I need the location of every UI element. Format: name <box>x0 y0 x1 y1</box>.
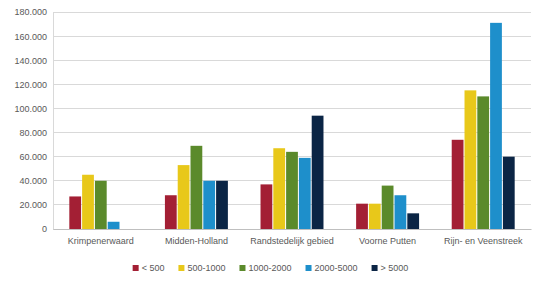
series <box>108 23 502 229</box>
legend-swatch <box>306 265 312 271</box>
legend-item: > 5000 <box>372 263 409 273</box>
grid-line <box>53 84 531 85</box>
legend-item: 500-1000 <box>178 263 225 273</box>
legend-swatch <box>133 265 139 271</box>
y-tick-label: 20.000 <box>19 200 47 210</box>
y-tick: 100.000 <box>14 104 53 114</box>
y-tick-label: 80.000 <box>19 128 47 138</box>
legend-swatch <box>178 265 184 271</box>
bar <box>273 148 285 229</box>
bar <box>121 229 133 230</box>
bar <box>407 213 419 229</box>
bar <box>382 186 394 229</box>
bar <box>395 195 407 229</box>
y-axis-line <box>53 13 54 230</box>
y-tick-label: 100.000 <box>14 104 47 114</box>
y-tick-label: 40.000 <box>19 176 47 186</box>
x-tick: Krimpenerwaard <box>68 229 134 246</box>
bar <box>503 157 515 229</box>
y-axis: 0 20.000 40.000 60.000 80.000 100.000 120.000 1… <box>14 7 53 234</box>
grid-line <box>53 132 531 133</box>
bar <box>216 181 228 229</box>
y-tick: 180.000 <box>14 7 53 17</box>
bar <box>452 140 464 229</box>
bar <box>490 23 502 229</box>
x-tick: Rijn- en Veenstreek <box>444 229 523 246</box>
bars <box>69 23 514 229</box>
bar <box>165 195 177 229</box>
grid-line <box>53 108 531 109</box>
y-tick-label: 0 <box>42 224 47 234</box>
legend-item: 1000-2000 <box>239 263 291 273</box>
series <box>82 90 476 229</box>
bar <box>95 181 107 229</box>
bar <box>108 222 120 229</box>
y-tick: 40.000 <box>19 176 53 186</box>
bar <box>82 175 94 229</box>
bar <box>286 152 298 229</box>
legend-label: 2000-5000 <box>315 263 358 273</box>
x-tick-label: Krimpenerwaard <box>68 236 134 246</box>
y-tick-label: 160.000 <box>14 31 47 41</box>
bar <box>69 196 81 229</box>
chart: 0 20.000 40.000 60.000 80.000 100.000 120.000 1… <box>0 0 541 288</box>
bar <box>178 165 190 229</box>
legend-item: < 500 <box>133 263 165 273</box>
y-tick: 160.000 <box>14 31 53 41</box>
series <box>95 96 489 229</box>
plot: 0 20.000 40.000 60.000 80.000 100.000 120.000 1… <box>14 7 531 246</box>
y-tick: 120.000 <box>14 80 53 90</box>
x-tick: Midden-Holland <box>165 229 228 246</box>
y-tick: 80.000 <box>19 128 53 138</box>
grid-line <box>53 36 531 37</box>
x-tick-label: Randstedelijk gebied <box>250 236 334 246</box>
y-tick: 140.000 <box>14 56 53 66</box>
bar <box>203 181 215 229</box>
grid-line <box>53 60 531 61</box>
series <box>216 116 515 229</box>
legend-label: < 500 <box>142 263 165 273</box>
legend-label: 500-1000 <box>187 263 225 273</box>
legend-label: > 5000 <box>381 263 409 273</box>
x-axis: Krimpenerwaard Midden-Holland Randstedelij… <box>54 229 532 246</box>
y-tick-label: 120.000 <box>14 80 47 90</box>
y-tick-label: 60.000 <box>19 152 47 162</box>
legend: < 500 500-1000 1000-2000 2000-5000 > 5000 <box>133 263 409 273</box>
x-axis-line <box>54 229 532 230</box>
x-tick-label: Rijn- en Veenstreek <box>444 236 523 246</box>
x-tick-label: Voorne Putten <box>359 236 416 246</box>
y-tick: 20.000 <box>19 200 53 210</box>
grid-line <box>53 12 531 13</box>
bar <box>356 204 368 229</box>
bar <box>191 146 203 229</box>
x-tick: Voorne Putten <box>359 229 416 246</box>
bar <box>299 158 311 229</box>
legend-item: 2000-5000 <box>306 263 358 273</box>
bar <box>369 204 381 229</box>
y-tick: 0 <box>42 224 53 234</box>
legend-label: 1000-2000 <box>248 263 291 273</box>
series <box>69 140 463 229</box>
bar <box>465 90 477 229</box>
bar <box>312 116 324 229</box>
bar <box>261 184 273 229</box>
y-tick-label: 140.000 <box>14 56 47 66</box>
legend-swatch <box>239 265 245 271</box>
x-tick-label: Midden-Holland <box>165 236 228 246</box>
y-tick-label: 180.000 <box>14 7 47 17</box>
bar <box>477 96 489 229</box>
x-tick: Randstedelijk gebied <box>250 229 334 246</box>
y-tick: 60.000 <box>19 152 53 162</box>
legend-swatch <box>372 265 378 271</box>
grid <box>53 12 531 229</box>
